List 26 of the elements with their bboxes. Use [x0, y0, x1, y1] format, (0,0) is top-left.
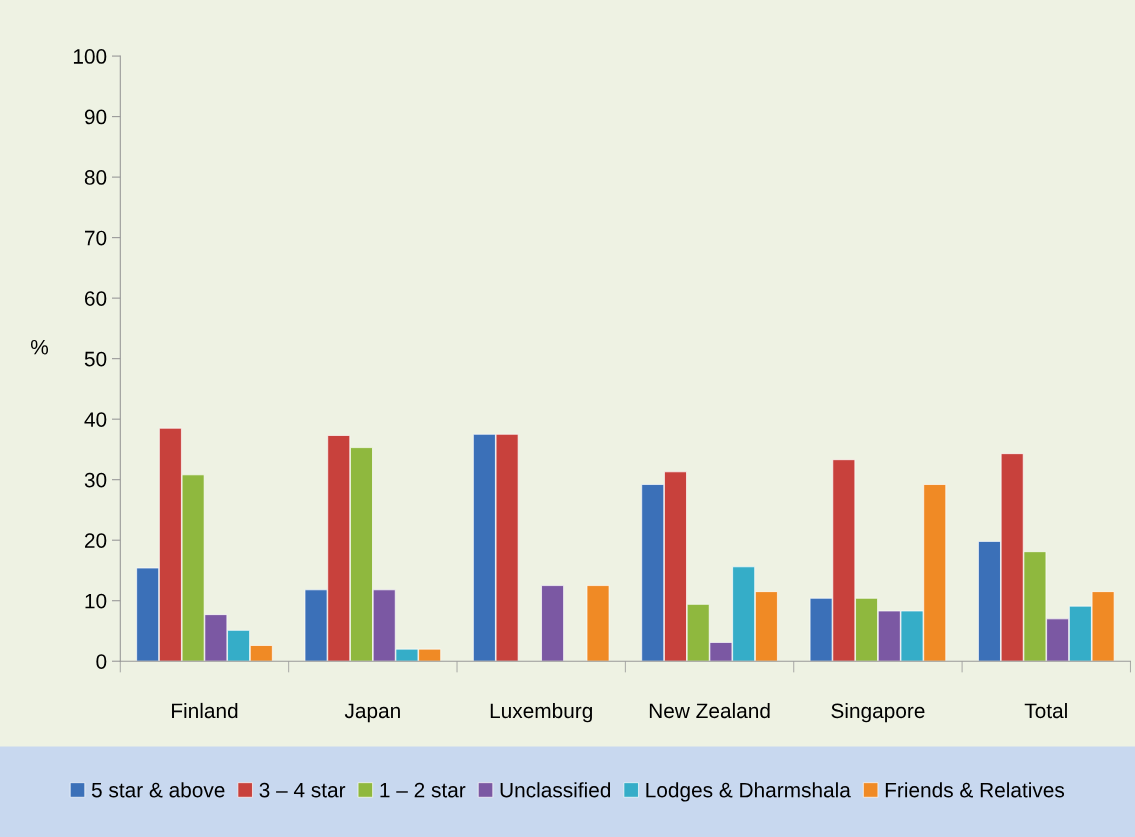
x-tick-label: New Zealand [649, 702, 770, 719]
x-tick-label: Finland [172, 702, 238, 719]
y-tick-label: 70 [85, 230, 107, 246]
y-tick-label: 80 [84, 170, 107, 185]
legend-label: Unclassified [500, 782, 611, 798]
legend-label: Lodges & Dharmshala [646, 782, 851, 802]
y-tick-label: 40 [84, 412, 107, 427]
bar [541, 585, 564, 662]
y-tick-label: 60 [85, 291, 107, 306]
y-tick-label: 100 [73, 49, 107, 64]
y-tick-label: 90 [84, 109, 107, 125]
y-tick-label: 30 [84, 472, 107, 488]
legend-label: 3 – 4 star [259, 782, 346, 798]
y-axis-title: % [30, 339, 49, 355]
legend-label: 1 – 2 star [380, 782, 466, 798]
y-tick-label: 0 [96, 654, 107, 669]
y-tick-label: 10 [85, 593, 107, 609]
x-tick-label: Luxemburg [490, 702, 592, 723]
x-tick-label: Total [1024, 702, 1067, 719]
legend-label: Friends & Relatives [885, 782, 1065, 798]
y-tick-label: 20 [84, 533, 107, 548]
legend-label: 5 star & above [91, 782, 225, 798]
x-tick-label: Singapore [831, 702, 925, 723]
x-tick-label: Japan [344, 703, 400, 723]
y-tick-label: 50 [84, 351, 107, 367]
bar [586, 585, 610, 662]
